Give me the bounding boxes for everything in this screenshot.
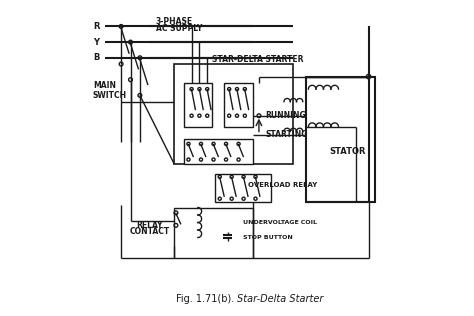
Text: MAIN: MAIN [93,82,116,90]
Text: STARTING: STARTING [265,130,308,139]
Text: CONTACT: CONTACT [129,227,169,236]
Text: STAR-DELTA STARTER: STAR-DELTA STARTER [212,55,303,64]
Text: STOP BUTTON: STOP BUTTON [243,235,293,240]
Text: SWITCH: SWITCH [93,91,127,100]
Text: RELAY: RELAY [136,221,163,230]
Text: AC SUPPLY: AC SUPPLY [155,23,202,33]
Text: 3-PHASE: 3-PHASE [155,17,193,26]
Bar [184,83,212,127]
Text: RUNNING: RUNNING [265,111,306,120]
Bar [174,64,293,164]
Bar [184,139,253,164]
Text: OVERLOAD RELAY: OVERLOAD RELAY [248,182,317,188]
Bar [174,208,253,258]
Text: UNDERVOLTAGE COIL: UNDERVOLTAGE COIL [243,220,317,225]
Bar [306,76,375,202]
Bar [225,83,253,127]
Text: Star-Delta Starter: Star-Delta Starter [237,294,323,304]
Text: Y: Y [93,38,99,46]
Text: Fig. 1.71(b).: Fig. 1.71(b). [176,294,237,304]
Bar [215,174,272,202]
Text: R: R [93,22,100,31]
Text: B: B [93,53,99,62]
Text: STATOR: STATOR [329,147,366,156]
